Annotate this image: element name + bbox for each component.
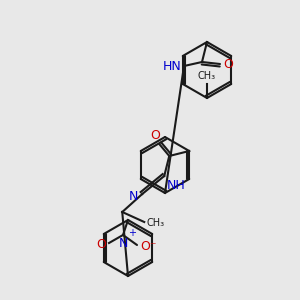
Text: CH₃: CH₃ xyxy=(198,71,216,81)
Text: O: O xyxy=(96,238,106,250)
Text: O⁻: O⁻ xyxy=(140,239,157,253)
Text: N: N xyxy=(118,237,128,250)
Text: O: O xyxy=(223,58,233,70)
Text: O: O xyxy=(150,129,160,142)
Text: N: N xyxy=(129,190,138,202)
Text: NH: NH xyxy=(167,179,186,192)
Text: CH₃: CH₃ xyxy=(146,218,164,228)
Text: +: + xyxy=(128,228,136,238)
Text: HN: HN xyxy=(162,61,181,74)
